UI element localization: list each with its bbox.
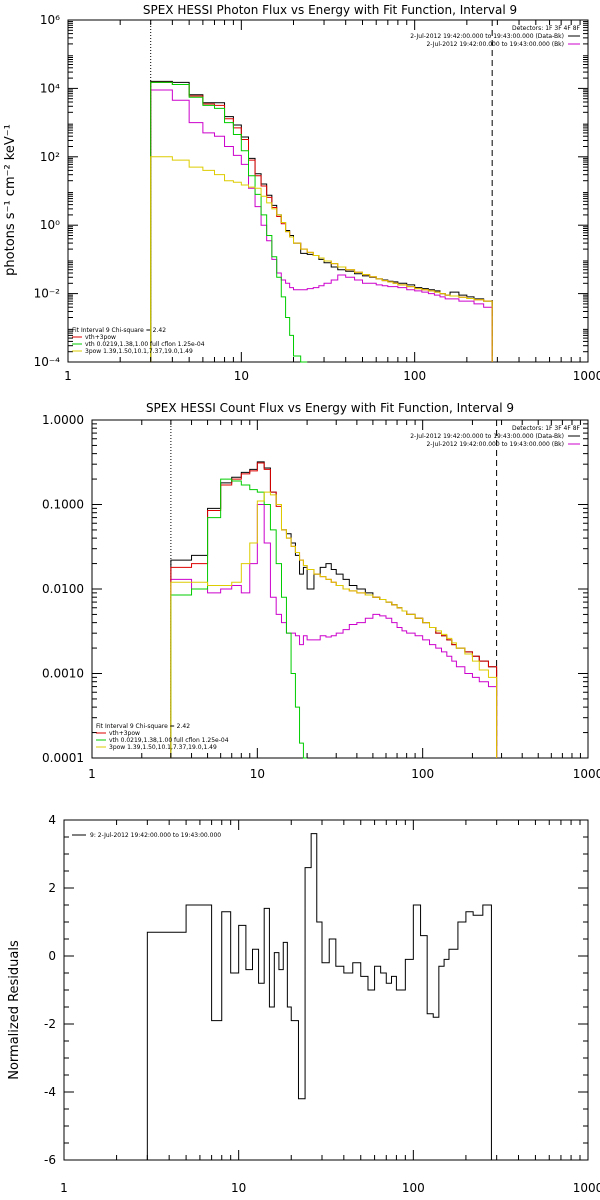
series-3pow-line	[150, 156, 493, 362]
series-vth-line	[170, 478, 308, 759]
fit-legend-entry: Fit Interval 9 Chi-square = 2.42	[72, 327, 166, 334]
residuals-ylabel: Normalized Residuals	[7, 940, 22, 1080]
y-tick-label: -2	[44, 1017, 56, 1031]
y-tick-label: 0.0001	[42, 751, 84, 765]
legend-data-entry: 2-Jul-2012 19:42:00.000 to 19:43:00.000 …	[410, 33, 564, 40]
series-bk-line	[170, 504, 498, 758]
y-tick-label: 2	[48, 881, 56, 895]
x-tick-label: 100	[411, 767, 434, 781]
x-tick-label: 10	[234, 369, 249, 383]
x-tick-label: 1000	[573, 1181, 600, 1195]
photon-flux-ylabel: photons s⁻¹ cm⁻² keV⁻¹	[3, 124, 18, 276]
y-tick-label: 0	[48, 949, 56, 963]
photon-flux-plot-frame	[67, 19, 589, 363]
series-3pow-line	[170, 491, 498, 758]
series-data-bk-line	[150, 80, 493, 362]
fit-legend-entry: vth+3pow	[85, 334, 116, 341]
y-tick-label: 1.0000	[42, 413, 84, 427]
series-data-bk-line	[170, 461, 498, 758]
count-flux-panel: SPEX HESSI Count Flux vs Energy with Fit…	[42, 401, 600, 781]
fit-legend-entry: 3pow 1.39,1.50,10.1,7.37,19.0,1.49	[85, 348, 193, 355]
fit-legend-entry: Fit Interval 9 Chi-square = 2.42	[96, 723, 190, 730]
series-vth-3pow-line	[150, 81, 493, 362]
residuals-panel: Normalized Residuals 1 10 100 1000 -6 -4 -2 0 2…	[7, 813, 600, 1195]
legend-detectors: Detectors: 1F 3F 4F 8F	[512, 425, 581, 432]
y-tick-label: 0.0010	[42, 667, 84, 681]
fit-legend-entry: vth 0.0219,1.38,1.00 full cflon 1.25e-04	[85, 341, 205, 348]
legend-detectors: Detectors: 1F 3F 4F 8F	[512, 25, 581, 32]
residuals-plot-frame	[63, 819, 589, 1161]
legend-bk-entry: 2-Jul-2012 19:42:00.000 to 19:43:00.000 …	[426, 441, 564, 448]
x-tick-label: 1000	[573, 767, 600, 781]
x-tick-label: 1000	[573, 369, 600, 383]
y-tick-label: 4	[48, 813, 56, 827]
x-tick-label: 100	[403, 369, 426, 383]
x-tick-label: 1	[60, 1181, 68, 1195]
y-tick-label: 10²	[40, 150, 60, 164]
count-flux-title: SPEX HESSI Count Flux vs Energy with Fit…	[146, 401, 514, 415]
legend-bk-entry: 2-Jul-2012 19:42:00.000 to 19:43:00.000 …	[426, 41, 564, 48]
y-tick-label: 10⁻²	[34, 287, 61, 301]
x-tick-label: 1	[88, 767, 96, 781]
legend-residual-entry: 9: 2-Jul-2012 19:42:00.000 to 19:43:00.0…	[90, 832, 221, 839]
series-vth-line	[150, 81, 308, 363]
y-tick-label: 0.1000	[42, 498, 84, 512]
fit-legend-entry: vth+3pow	[109, 730, 140, 737]
photon-flux-panel: SPEX HESSI Photon Flux vs Energy with Fi…	[3, 3, 600, 383]
y-tick-label: 0.0100	[42, 582, 84, 596]
series-bk-line	[150, 89, 493, 362]
y-tick-label: -4	[44, 1085, 56, 1099]
x-tick-label: 1	[64, 369, 72, 383]
y-tick-label: 10⁶	[40, 13, 60, 27]
y-tick-label: 10⁻⁴	[34, 355, 61, 369]
count-flux-plot-frame	[91, 419, 589, 759]
fit-legend-entry: vth 0.0219,1.38,1.00 full cflon 1.25e-04	[109, 737, 229, 744]
legend-data-entry: 2-Jul-2012 19:42:00.000 to 19:43:00.000 …	[410, 433, 564, 440]
y-tick-label: -6	[44, 1153, 56, 1167]
x-tick-label: 10	[250, 767, 265, 781]
x-tick-label: 100	[402, 1181, 425, 1195]
x-tick-label: 10	[231, 1181, 246, 1195]
photon-flux-title: SPEX HESSI Photon Flux vs Energy with Fi…	[143, 3, 517, 17]
fit-legend-entry: 3pow 1.39,1.50,10.1,7.37,19.0,1.49	[109, 744, 217, 751]
y-tick-label: 10⁰	[40, 218, 60, 232]
y-tick-label: 10⁴	[40, 81, 60, 95]
series-residuals-line	[146, 833, 492, 1160]
series-vth-3pow-line	[170, 462, 498, 758]
